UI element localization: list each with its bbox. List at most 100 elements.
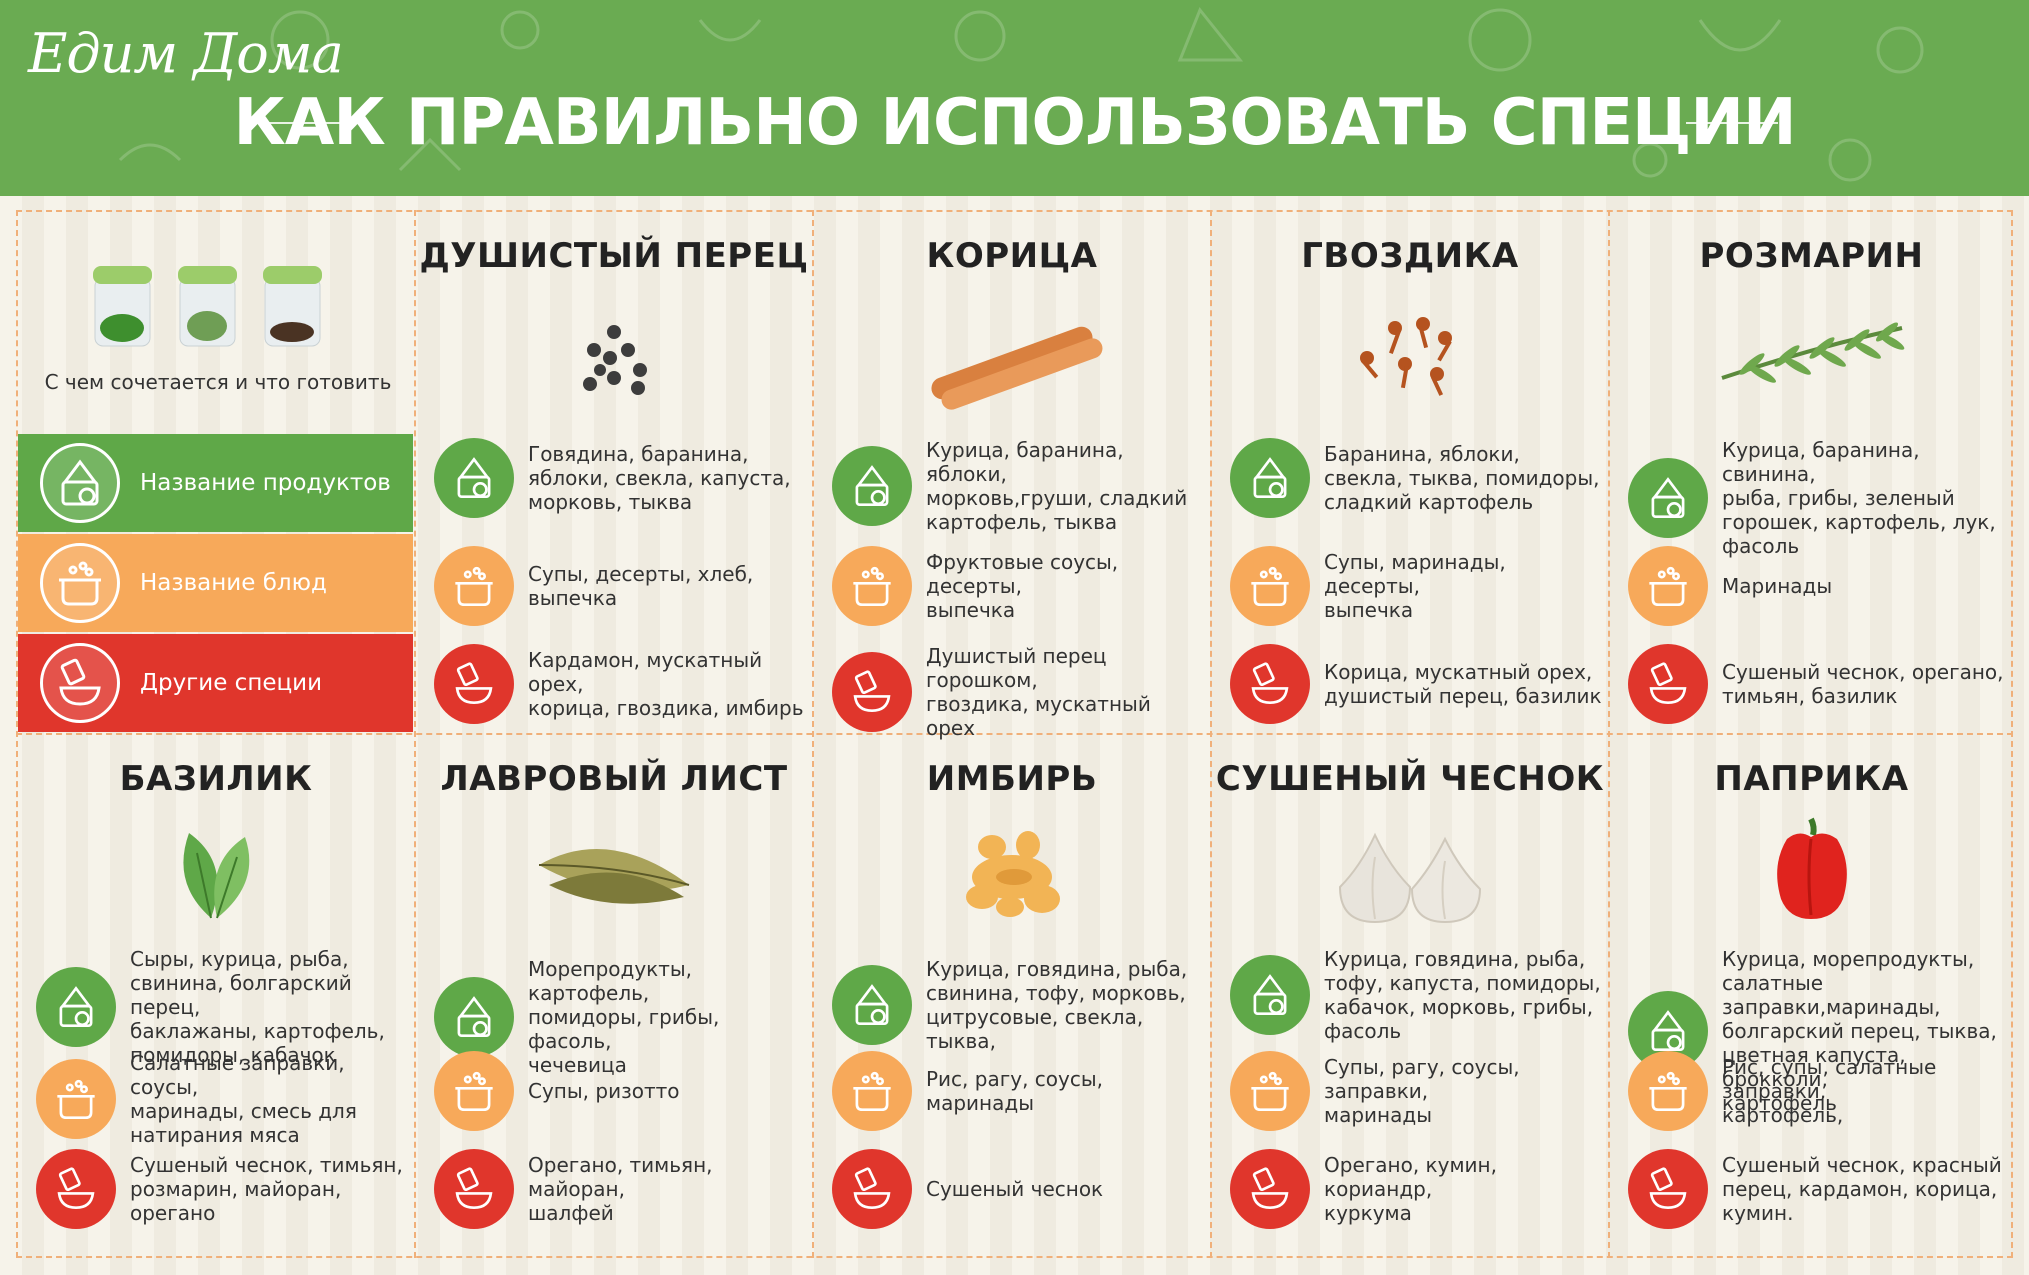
legend-item-other-spices: Другие специи (18, 634, 413, 732)
other-spices-text: Орегано, кумин, кориандр, куркума (1324, 1153, 1497, 1225)
legend-label: Название блюд (140, 570, 327, 596)
spice-icon (832, 652, 912, 732)
other-spices-text: Сушеный чеснок, орегано, тимьян, базилик (1722, 660, 2004, 708)
spice-icon (832, 1149, 912, 1229)
ingredients-icon (434, 438, 514, 518)
ingredients-icon (1628, 458, 1708, 538)
dishes-row: Маринады (1628, 546, 2007, 626)
spice-card-rosemary: РОЗМАРИН Курица, баранина, свинина, рыба… (1610, 212, 2013, 733)
spice-name: ИМБИРЬ (926, 759, 1098, 799)
products-text: Сыры, курица, рыба, свинина, болгарский … (130, 947, 385, 1067)
legend-label: Название продуктов (140, 470, 391, 496)
other-spices-text: Корица, мускатный орех, душистый перец, … (1324, 660, 1602, 708)
products-text: Говядина, баранина, яблоки, свекла, капу… (528, 442, 791, 514)
spice-icon (1628, 1149, 1708, 1229)
spice-name: РОЗМАРИН (1699, 236, 1924, 276)
other-spices-row: Сушеный чеснок (832, 1149, 1204, 1229)
spice-name: КОРИЦА (926, 236, 1098, 276)
other-spices-row: Кардамон, мускатный орех, корица, гвозди… (434, 644, 806, 724)
pot-icon (832, 1051, 912, 1131)
rosemary-icon (1610, 308, 2013, 398)
paprika-icon (1610, 815, 2013, 925)
spice-icon (434, 644, 514, 724)
other-spices-text: Сушеный чеснок, тимьян, розмарин, майора… (130, 1153, 403, 1225)
other-spices-row: Корица, мускатный орех, душистый перец, … (1230, 644, 1602, 724)
header-banner: Едим Дома КАК ПРАВИЛЬНО ИСПОЛЬЗОВАТЬ СПЕ… (0, 0, 2029, 196)
title-divider-left (262, 122, 348, 124)
spice-name: ЛАВРОВЫЙ ЛИСТ (440, 759, 788, 799)
bay-leaf-icon (416, 835, 812, 915)
spice-card-basil: БАЗИЛИК Сыры, курица, рыба, свинина, бол… (18, 735, 414, 1258)
pot-icon (1628, 546, 1708, 626)
spice-card-ginger: ИМБИРЬ Курица, говядина, рыба, свинина, … (814, 735, 1210, 1258)
dishes-text: Супы, рагу, соусы, заправки, маринады (1324, 1055, 1520, 1127)
products-text: Курица, баранина, яблоки, морковь,груши,… (926, 438, 1188, 534)
legend-item-dishes: Название блюд (18, 534, 413, 632)
ingredients-icon (434, 977, 514, 1057)
other-spices-row: Сушеный чеснок, орегано, тимьян, базилик (1628, 644, 2007, 724)
dishes-row: Супы, рагу, соусы, заправки, маринады (1230, 1051, 1602, 1131)
pot-icon (1628, 1051, 1708, 1131)
products-text: Баранина, яблоки, свекла, тыква, помидор… (1324, 442, 1600, 514)
other-spices-row: Орегано, тимьян, майоран, шалфей (434, 1149, 806, 1229)
products-row: Курица, баранина, яблоки, морковь,груши,… (832, 438, 1204, 534)
page-title: КАК ПРАВИЛЬНО ИСПОЛЬЗОВАТЬ СПЕЦИИ (233, 86, 1796, 160)
other-spices-row: Орегано, кумин, кориандр, куркума (1230, 1149, 1602, 1229)
other-spices-text: Сушеный чеснок (926, 1177, 1104, 1201)
other-spices-row: Сушеный чеснок, красный перец, кардамон,… (1628, 1149, 2007, 1229)
spice-icon (36, 1149, 116, 1229)
dishes-text: Супы, маринады, десерты, выпечка (1324, 550, 1506, 622)
title-divider-right (1686, 122, 1778, 124)
dishes-row: Фруктовые соусы, десерты, выпечка (832, 546, 1204, 626)
brand-logo[interactable]: Едим Дома (28, 22, 344, 85)
spice-card-dried-garlic: СУШЕНЫЙ ЧЕСНОК Курица, говядина, рыба, т… (1212, 735, 1608, 1258)
other-spices-text: Сушеный чеснок, красный перец, кардамон,… (1722, 1153, 2002, 1225)
dishes-text: Рис, супы, салатные заправки, картофель, (1722, 1055, 1937, 1127)
dishes-row: Рис, супы, салатные заправки, картофель, (1628, 1051, 2007, 1131)
spice-icon (40, 643, 120, 723)
products-row: Баранина, яблоки, свекла, тыква, помидор… (1230, 438, 1602, 518)
dishes-row: Супы, маринады, десерты, выпечка (1230, 546, 1602, 626)
pot-icon (1230, 1051, 1310, 1131)
dishes-row: Супы, ризотто (434, 1051, 806, 1131)
pot-icon (434, 546, 514, 626)
spice-card-bay-leaf: ЛАВРОВЫЙ ЛИСТ Морепродукты, картофель, п… (416, 735, 812, 1258)
spice-icon (1230, 644, 1310, 724)
other-spices-text: Душистый перец горошком, гвоздика, муска… (926, 644, 1151, 740)
products-text: Морепродукты, картофель, помидоры, грибы… (528, 957, 720, 1077)
pot-icon (40, 543, 120, 623)
spice-card-paprika: ПАПРИКА Курица, морепродукты, салатные з… (1610, 735, 2013, 1258)
legend-item-products: Название продуктов (18, 434, 413, 532)
dishes-text: Супы, десерты, хлеб, выпечка (528, 562, 754, 610)
allspice-icon (416, 312, 812, 402)
spice-card-allspice: ДУШИСТЫЙ ПЕРЕЦ Говядина, баранина, яблок… (416, 212, 812, 733)
dishes-row: Рис, рагу, соусы, маринады (832, 1051, 1204, 1131)
spice-icon (434, 1149, 514, 1229)
other-spices-text: Кардамон, мускатный орех, корица, гвозди… (528, 648, 804, 720)
garlic-icon (1212, 827, 1608, 927)
clove-icon (1212, 308, 1608, 398)
products-text: Курица, морепродукты, салатные заправки,… (1722, 947, 1997, 1115)
other-spices-text: Орегано, тимьян, майоран, шалфей (528, 1153, 713, 1225)
pot-icon (434, 1051, 514, 1131)
spice-name: ДУШИСТЫЙ ПЕРЕЦ (419, 236, 809, 276)
dishes-text: Фруктовые соусы, десерты, выпечка (926, 550, 1119, 622)
pot-icon (1230, 546, 1310, 626)
food-doodles-background (118, 7, 1924, 182)
other-spices-row: Душистый перец горошком, гвоздика, муска… (832, 644, 1204, 740)
ginger-icon (814, 817, 1210, 927)
products-row: Курица, говядина, рыба, свинина, тофу, м… (832, 957, 1204, 1053)
legend-label: Другие специи (140, 670, 323, 696)
products-row: Сыры, курица, рыба, свинина, болгарский … (36, 947, 408, 1067)
dishes-row: Салатные заправки, соусы, маринады, смес… (36, 1051, 408, 1147)
ingredients-icon (36, 967, 116, 1047)
products-text: Курица, говядина, рыба, свинина, тофу, м… (926, 957, 1188, 1053)
other-spices-row: Сушеный чеснок, тимьян, розмарин, майора… (36, 1149, 408, 1229)
spice-icon (1230, 1149, 1310, 1229)
ingredients-icon (40, 443, 120, 523)
ingredients-icon (1230, 438, 1310, 518)
spice-name: БАЗИЛИК (119, 759, 313, 799)
products-text: Курица, говядина, рыба, тофу, капуста, п… (1324, 947, 1601, 1043)
ingredients-icon (832, 446, 912, 526)
dishes-text: Маринады (1722, 574, 1833, 598)
